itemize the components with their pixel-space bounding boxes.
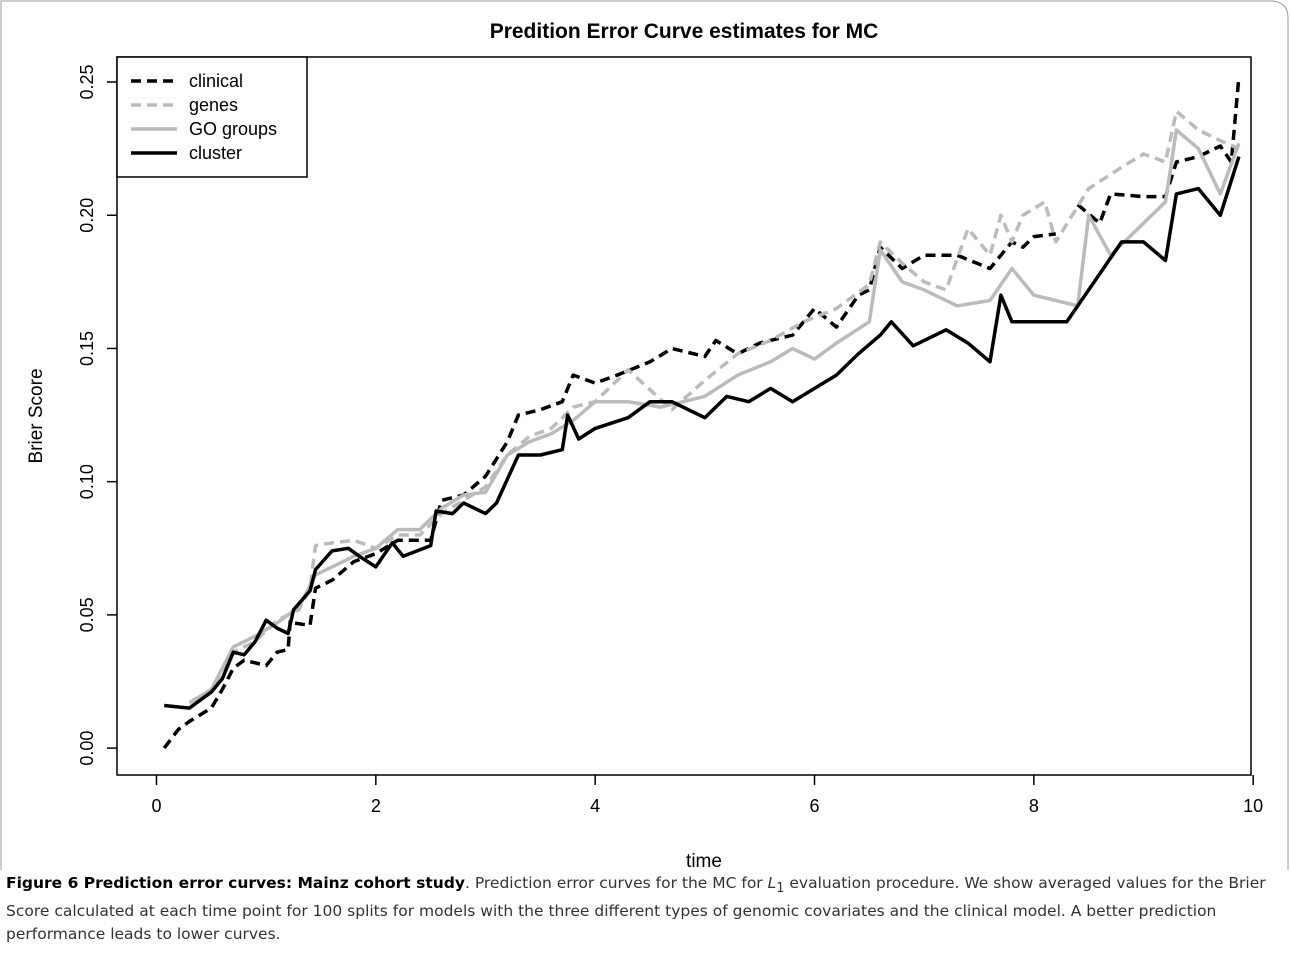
legend-label: clinical [189, 71, 243, 91]
series-line [188, 128, 1241, 705]
plot-frame [116, 56, 1252, 776]
y-tick-label: 0.25 [77, 65, 97, 100]
x-axis-label: time [686, 851, 722, 870]
x-tick-label: 0 [151, 796, 161, 816]
y-tick-label: 0.20 [77, 198, 97, 233]
y-axis-label: Brier Score [26, 368, 47, 463]
legend-label: cluster [189, 143, 242, 163]
caption-text: . Prediction error curves for the MC for [464, 874, 768, 892]
y-tick-label: 0.10 [77, 464, 97, 499]
y-tick-label: 0.05 [77, 597, 97, 632]
x-tick-label: 6 [810, 796, 820, 816]
chart: Predition Error Curve estimates for MC t… [0, 0, 1289, 870]
y-tick-label: 0.15 [77, 331, 97, 366]
series-line [164, 156, 1241, 710]
x-tick-label: 4 [590, 796, 600, 816]
caption-text: evaluation procedure. We show averaged v… [6, 874, 1266, 944]
caption: Figure 6 Prediction error curves: Mainz … [6, 872, 1282, 946]
x-tick-label: 10 [1243, 796, 1263, 816]
legend-label: genes [189, 95, 238, 115]
x-tick-label: 2 [371, 796, 381, 816]
x-tick-label: 8 [1029, 796, 1039, 816]
legend-box [116, 56, 308, 178]
caption-label: Figure 6 Prediction error curves: Mainz … [6, 874, 465, 892]
caption-subscript: 1 [776, 881, 785, 897]
legend-label: GO groups [189, 119, 277, 139]
series-line [162, 76, 1241, 750]
series-line [188, 109, 1240, 705]
y-tick-label: 0.00 [77, 731, 97, 766]
figure-frame [0, 0, 1289, 870]
chart-title: Predition Error Curve estimates for MC [490, 20, 879, 43]
caption-symbol: L [767, 874, 777, 892]
